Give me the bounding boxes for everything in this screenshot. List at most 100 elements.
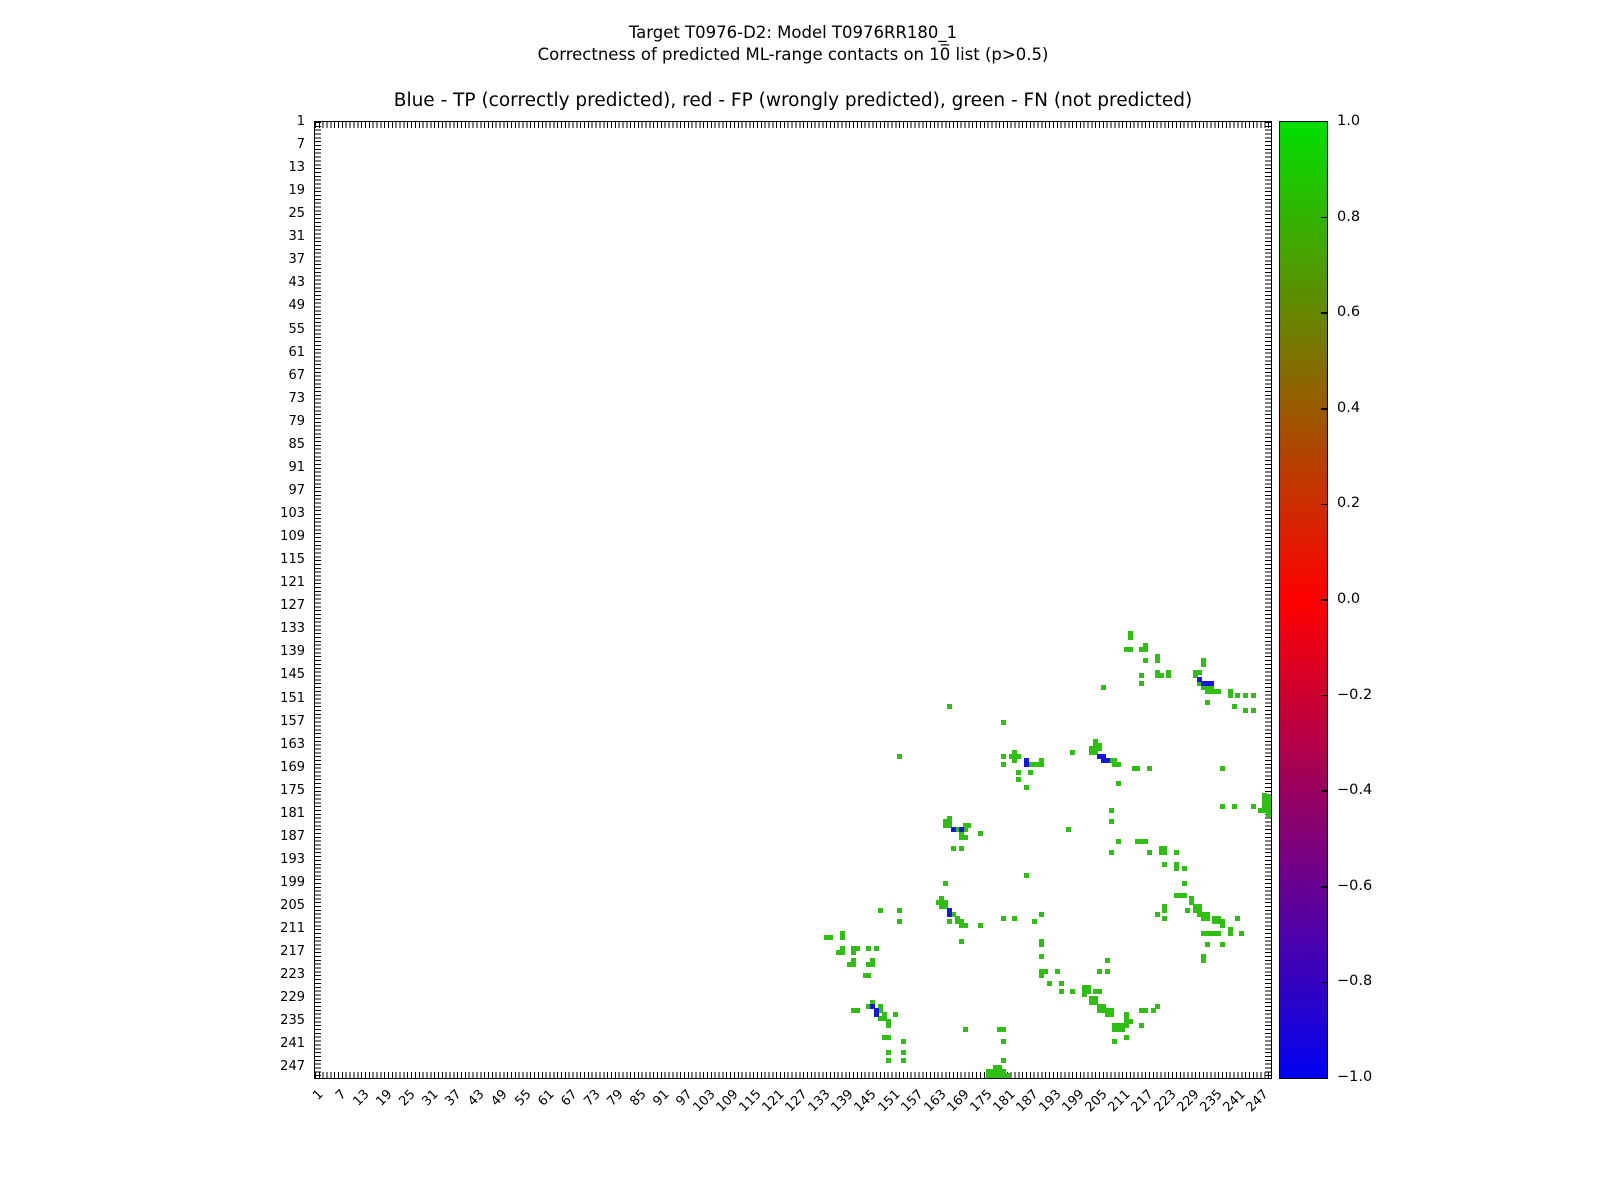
fn-point [877,1015,883,1021]
fn-point [851,961,857,967]
fn-point [1158,846,1164,852]
y-tick-label: 181 [280,805,305,821]
fn-point [1196,904,1202,910]
fn-point [962,823,968,829]
fn-point [1039,954,1045,960]
fn-point [1066,827,1072,833]
fn-point [851,946,857,952]
tp-point [1104,758,1110,763]
y-tick-label: 115 [280,552,305,568]
fn-point [1135,838,1141,844]
fn-point [1266,800,1272,806]
fn-point [862,973,868,979]
fn-point [1200,957,1206,963]
fn-point [870,961,876,967]
fn-point [1120,1023,1126,1029]
fn-point [989,1073,995,1079]
fn-point [947,823,953,829]
x-tick-label: 13 [350,1087,373,1110]
fn-point [997,1027,1003,1033]
x-tick-label: 139 [828,1087,857,1116]
colorbar-tick-label: 0.4 [1337,399,1361,416]
fn-point [1120,1027,1126,1033]
fn-point [1216,930,1222,936]
fn-point [1162,907,1168,913]
fn-point [1231,804,1237,810]
x-tick-label: 91 [650,1087,673,1110]
fn-point [1112,1027,1118,1033]
fn-point [1220,804,1226,810]
fn-point [954,915,960,921]
fn-point [1262,796,1268,802]
colorbar [1279,121,1328,1079]
fn-point [901,1050,907,1056]
fn-point [897,754,903,760]
fn-point [1154,658,1160,664]
fn-point [1166,669,1172,675]
y-tick-label: 127 [280,598,305,614]
fn-point [1100,684,1106,690]
x-tick-label: 193 [1036,1087,1065,1116]
colorbar-tick [1321,790,1327,792]
fn-point [1000,719,1006,725]
fn-point [1181,880,1187,886]
fn-point [1081,992,1087,998]
fn-point [1200,684,1206,690]
x-tick-label: 31 [419,1087,442,1110]
x-tick-label: 1 [310,1087,327,1104]
fn-point [881,1034,887,1040]
fn-point [881,1011,887,1017]
fn-point [885,1019,891,1025]
fn-point [1143,646,1149,652]
fn-point [985,1069,991,1075]
x-tick-label: 67 [557,1087,581,1110]
fn-point [1012,915,1018,921]
fn-point [1266,811,1272,817]
fn-point [1204,684,1210,690]
fn-point [1196,907,1202,913]
colorbar-tick-label: 0.2 [1337,495,1361,512]
fn-point [1058,980,1064,986]
fn-point [1158,673,1164,679]
fn-point [977,831,983,837]
tp-point [951,827,956,833]
fn-point [1193,669,1199,675]
fn-point [1000,761,1006,767]
fn-point [1212,688,1218,694]
fn-point [1123,1023,1129,1029]
y-tick-label: 211 [280,921,305,937]
tp-point [947,907,953,913]
fn-point [1166,673,1172,679]
fn-point [1097,1007,1103,1013]
fn-point [1108,807,1114,813]
colorbar-tick-label: −0.8 [1337,973,1373,990]
x-tick-label: 79 [604,1087,627,1110]
fn-point [1227,692,1233,698]
fn-point [1162,861,1168,867]
fn-point [1112,758,1118,763]
fn-point [1000,915,1006,921]
fn-point [1016,769,1022,775]
fn-point [1012,754,1018,760]
fn-point [1089,746,1095,752]
contact-map-plot: 1 7 13 19 25 31 37 43 49 55 61 67 73 79 85 91 97 103 109 11… [280,114,1272,1115]
fn-point [1108,758,1114,763]
fn-point [828,934,834,940]
y-tick-label: 193 [280,851,305,867]
fn-point [943,819,949,825]
fn-point [1093,746,1099,752]
fn-point [939,896,945,902]
x-tick-label: 175 [967,1087,996,1116]
fn-point [1104,1007,1110,1013]
fn-point [1097,988,1103,994]
fn-point [947,704,953,710]
fn-point [1089,750,1095,756]
tp-point [874,1011,880,1017]
y-tick-label: 37 [288,252,305,268]
minor-ticks-left [315,122,321,1078]
fn-point [943,904,949,910]
y-tick-label: 49 [288,298,305,314]
fn-point [1000,1027,1006,1033]
fn-point [947,819,953,825]
fn-point [1200,954,1206,960]
